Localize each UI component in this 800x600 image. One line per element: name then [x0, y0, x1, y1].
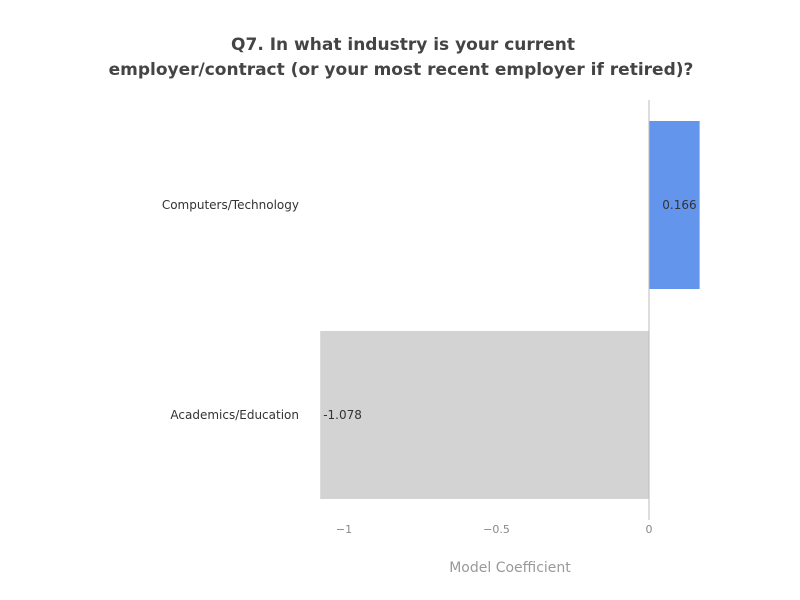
bars-layer: 0.166 -1.078 — [320, 121, 700, 499]
chart-title-line-1: Q7. In what industry is your current — [231, 35, 575, 55]
x-tick-label-0: −1 — [336, 523, 352, 536]
category-label-1: Academics/Education — [170, 408, 299, 422]
bar-0 — [649, 121, 700, 289]
x-tick-label-1: −0.5 — [483, 523, 510, 536]
bar-value-label-1: -1.078 — [323, 408, 362, 422]
bar-1 — [320, 331, 649, 499]
bar-value-label-0: 0.166 — [662, 198, 696, 212]
chart-title: Q7. In what industry is your current emp… — [109, 35, 694, 80]
category-label-0: Computers/Technology — [162, 198, 299, 212]
chart-title-line-2: employer/contract (or your most recent e… — [109, 60, 694, 80]
x-tick-label-2: 0 — [646, 523, 653, 536]
x-axis-title: Model Coefficient — [449, 560, 571, 576]
x-tick-labels: −1 −0.5 0 — [336, 523, 653, 536]
category-labels: Computers/Technology Academics/Education — [162, 198, 299, 422]
